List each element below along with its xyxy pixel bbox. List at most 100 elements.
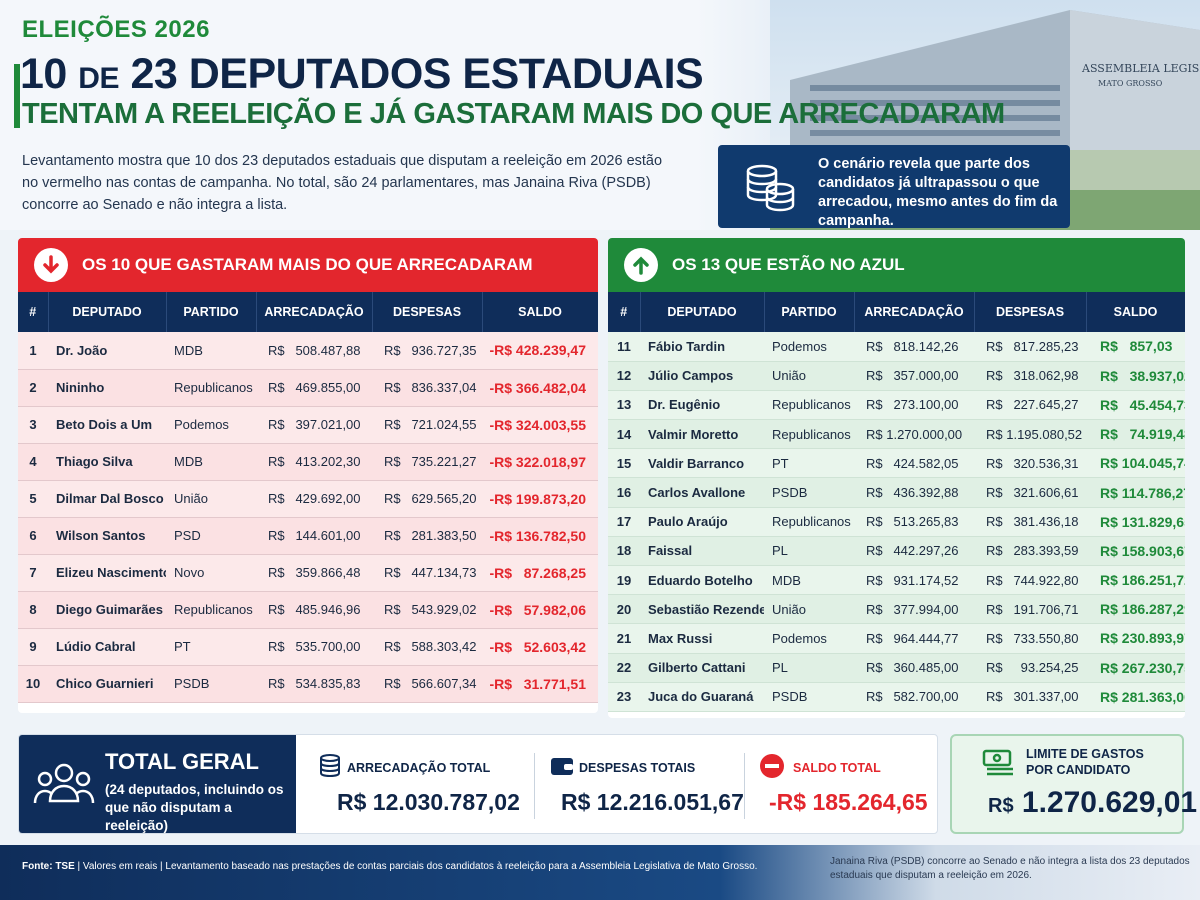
title-accent-bar: [14, 64, 20, 128]
expenses-value: R$ 93.254,25: [974, 653, 1086, 683]
expenses-value: R$ 283.393,59: [974, 536, 1086, 567]
balance-value: -R$ 87.268,25: [482, 554, 598, 592]
deputy-name: Thiago Silva: [48, 443, 166, 481]
table-row: 21 Max Russi Podemos R$ 964.444,77 R$ 733.55…: [608, 623, 1185, 654]
expenses-value: R$ 721.024,55: [372, 406, 482, 444]
minus-circle-icon: [760, 754, 784, 778]
deputy-name: Valdir Barranco: [640, 448, 764, 479]
table-row: 13 Dr. Eugênio Republicanos R$ 273.100,00 R$…: [608, 390, 1185, 421]
revenue-value: R$ 582.700,00: [854, 682, 974, 712]
party-name: PL: [764, 653, 854, 683]
row-number: 6: [18, 517, 48, 555]
expenses-value: R$ 735.221,27: [372, 443, 482, 481]
expenses-value: R$ 588.303,42: [372, 628, 482, 666]
expenses-value: R$ 744.922,80: [974, 565, 1086, 596]
table-row: 23 Juca do Guaraná PSDB R$ 582.700,00 R$ 301…: [608, 682, 1185, 712]
balance-total-label: SALDO TOTAL: [793, 761, 881, 775]
row-number: 13: [608, 390, 640, 421]
party-name: PSDB: [166, 665, 256, 703]
party-name: Podemos: [764, 332, 854, 362]
balance-value: -R$ 366.482,04: [482, 369, 598, 407]
balance-total: SALDO TOTAL -R$ 185.264,65: [751, 735, 937, 833]
revenue-value: R$ 818.142,26: [854, 332, 974, 362]
balance-value: -R$ 57.982,06: [482, 591, 598, 629]
row-number: 4: [18, 443, 48, 481]
row-number: 16: [608, 477, 640, 508]
party-name: PSDB: [764, 682, 854, 712]
party-name: Republicanos: [764, 419, 854, 450]
page-subtitle: TENTAM A REELEIÇÃO E JÁ GASTARAM MAIS DO…: [22, 98, 1005, 130]
col-deputy: DEPUTADO: [48, 292, 167, 332]
deputy-name: Dilmar Dal Bosco: [48, 480, 166, 518]
footer: Fonte: TSE | Valores em reais | Levantam…: [0, 845, 1200, 900]
deficit-table: # DEPUTADO PARTIDO ARRECADAÇÃO DESPESAS …: [18, 292, 598, 703]
divider: [534, 753, 535, 819]
deputy-name: Sebastião Rezende: [640, 594, 764, 625]
row-number: 2: [18, 369, 48, 407]
deputy-name: Fábio Tardin: [640, 332, 764, 362]
deputy-name: Juca do Guaraná: [640, 682, 764, 712]
row-number: 10: [18, 665, 48, 703]
divider: [744, 753, 745, 819]
balance-value: R$ 267.230,75: [1086, 653, 1185, 683]
party-name: PSD: [166, 517, 256, 555]
surplus-table: # DEPUTADO PARTIDO ARRECADAÇÃO DESPESAS …: [608, 292, 1185, 712]
row-number: 11: [608, 332, 640, 362]
balance-value: -R$ 324.003,55: [482, 406, 598, 444]
expenses-value: R$ 320.536,31: [974, 448, 1086, 479]
revenue-value: R$ 424.582,05: [854, 448, 974, 479]
col-balance: SALDO: [482, 292, 598, 332]
revenue-total: ARRECADAÇÃO TOTAL R$ 12.030.787,02: [309, 735, 539, 833]
expenses-value: R$ 543.929,02: [372, 591, 482, 629]
party-name: União: [166, 480, 256, 518]
total-title: TOTAL GERAL: [105, 749, 259, 774]
table-row: 22 Gilberto Cattani PL R$ 360.485,00 R$ 93.2…: [608, 653, 1185, 683]
party-name: Novo: [166, 554, 256, 592]
revenue-value: R$ 964.444,77: [854, 623, 974, 654]
svg-text:MATO GROSSO: MATO GROSSO: [1098, 79, 1163, 88]
expenses-value: R$ 381.436,18: [974, 507, 1086, 537]
revenue-value: R$ 429.692,00: [256, 480, 372, 518]
balance-value: -R$ 136.782,50: [482, 517, 598, 555]
party-name: Podemos: [166, 406, 256, 444]
expenses-total-value: R$ 12.216.051,67: [561, 789, 744, 815]
row-number: 17: [608, 507, 640, 537]
table-row: 12 Júlio Campos União R$ 357.000,00 R$ 318.0…: [608, 361, 1185, 391]
party-name: PL: [764, 536, 854, 567]
party-name: União: [764, 594, 854, 625]
expenses-value: R$ 227.645,27: [974, 390, 1086, 421]
revenue-value: R$ 357.000,00: [854, 361, 974, 391]
balance-value: R$ 74.919,48: [1086, 419, 1185, 450]
expenses-value: R$ 817.285,23: [974, 332, 1086, 362]
col-revenue: ARRECADAÇÃO: [854, 292, 975, 332]
col-revenue: ARRECADAÇÃO: [256, 292, 373, 332]
revenue-value: R$ 413.202,30: [256, 443, 372, 481]
row-number: 20: [608, 594, 640, 625]
expenses-total: DESPESAS TOTAIS R$ 12.216.051,67: [541, 735, 744, 833]
row-number: 19: [608, 565, 640, 596]
balance-value: R$ 45.454,73: [1086, 390, 1185, 421]
totals-bar: TOTAL GERAL (24 deputados, incluindo os …: [18, 734, 938, 834]
expenses-value: R$ 733.550,80: [974, 623, 1086, 654]
deficit-table-panel: OS 10 QUE GASTARAM MAIS DO QUE ARRECADAR…: [18, 238, 598, 713]
expenses-value: R$ 301.337,00: [974, 682, 1086, 712]
svg-text:ASSEMBLEIA LEGISLATIVA: ASSEMBLEIA LEGISLATIVA: [1081, 62, 1200, 75]
table-row: 6 Wilson Santos PSD R$ 144.601,00 R$ 281.383…: [18, 517, 598, 555]
revenue-value: R$ 273.100,00: [854, 390, 974, 421]
party-name: Republicanos: [764, 507, 854, 537]
balance-value: R$ 131.829,65: [1086, 507, 1185, 537]
balance-value: -R$ 31.771,51: [482, 665, 598, 703]
revenue-value: R$ 442.297,26: [854, 536, 974, 567]
kicker: ELEIÇÕES 2026: [22, 16, 210, 43]
row-number: 14: [608, 419, 640, 450]
footnote: Janaina Riva (PSDB) concorre ao Senado e…: [830, 856, 1190, 881]
col-expenses: DESPESAS: [372, 292, 483, 332]
party-name: MDB: [166, 443, 256, 481]
row-number: 5: [18, 480, 48, 518]
revenue-value: R$ 535.700,00: [256, 628, 372, 666]
table-row: 5 Dilmar Dal Bosco União R$ 429.692,00 R$ 62…: [18, 480, 598, 518]
total-general-box: TOTAL GERAL (24 deputados, incluindo os …: [19, 735, 296, 833]
deputy-name: Chico Guarnieri: [48, 665, 166, 703]
deputy-name: Dr. João: [48, 332, 166, 370]
row-number: 3: [18, 406, 48, 444]
